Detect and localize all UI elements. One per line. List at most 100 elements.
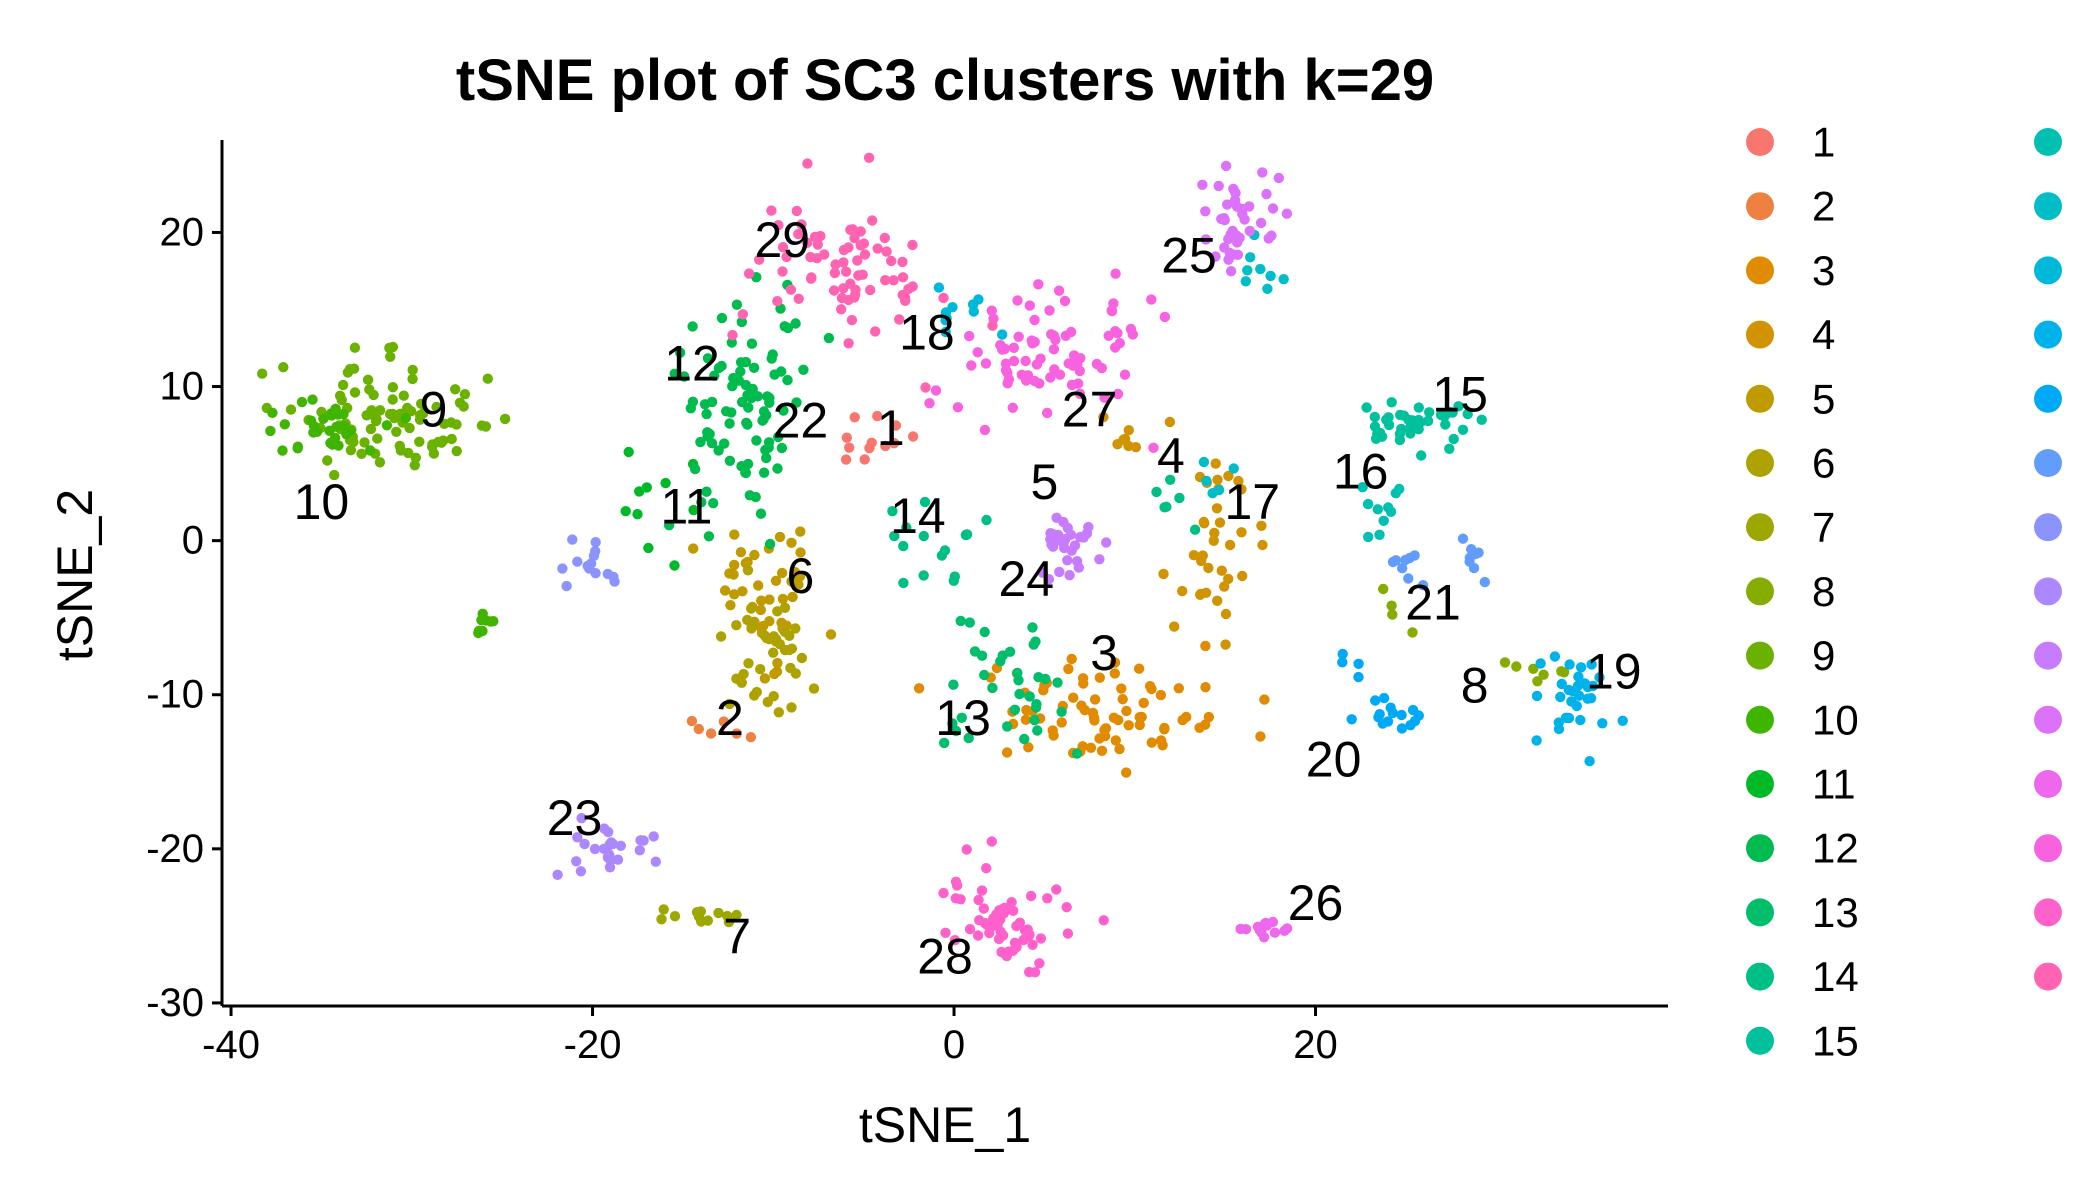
data-point (1560, 712, 1572, 723)
data-point (1220, 639, 1231, 650)
data-point (754, 254, 765, 265)
x-axis-ticks: -40 -20 0 20 (202, 1006, 1338, 1067)
data-point (919, 496, 931, 508)
data-point (1405, 720, 1416, 731)
data-point (777, 266, 788, 277)
data-point (1210, 251, 1221, 262)
data-point (742, 614, 753, 626)
data-point (706, 396, 718, 408)
legend-item-1: 1 (1746, 119, 1835, 166)
data-point (1003, 374, 1015, 385)
data-point (1177, 585, 1188, 597)
data-point (968, 306, 979, 317)
data-point (1395, 409, 1406, 421)
data-point (740, 467, 751, 478)
data-point (897, 272, 909, 283)
legend-label: 6 (1812, 440, 1835, 487)
data-point (603, 848, 614, 859)
data-point (812, 239, 823, 250)
data-point (795, 547, 806, 558)
data-point (1538, 669, 1549, 680)
data-point (1096, 745, 1108, 756)
data-point (724, 418, 735, 429)
data-point (1413, 402, 1425, 413)
legend-swatch (1746, 577, 1774, 606)
data-point (634, 845, 645, 856)
cluster-label-8: 8 (1461, 658, 1489, 714)
legend-swatch (2034, 577, 2062, 606)
data-point (1535, 658, 1546, 669)
data-point (696, 497, 707, 508)
data-point (786, 576, 797, 587)
data-point (855, 226, 866, 237)
data-point (899, 292, 911, 303)
data-point (1470, 548, 1481, 560)
data-point (791, 205, 802, 217)
data-point (1273, 172, 1285, 184)
legend-item-25: 25 (2034, 705, 2062, 734)
legend-swatch (2034, 513, 2062, 542)
data-point (1071, 748, 1083, 759)
data-point (348, 363, 360, 374)
data-point (571, 856, 582, 867)
data-point (1396, 423, 1407, 435)
legend-label: 12 (1812, 825, 1859, 872)
data-point (772, 657, 783, 669)
data-point (705, 728, 717, 739)
data-point (579, 838, 590, 850)
data-point (1014, 688, 1025, 700)
legend-label: 10 (1812, 696, 1859, 743)
legend-item-6: 6 (1746, 440, 1835, 487)
series-8 (1378, 583, 1570, 687)
series-27 (924, 268, 1171, 453)
data-point (1035, 933, 1047, 944)
data-point (798, 364, 809, 375)
data-point (901, 522, 912, 533)
chart-title: tSNE plot of SC3 clusters with k=29 (456, 48, 1434, 113)
data-point (1237, 570, 1248, 582)
data-point (1224, 539, 1236, 551)
data-point (898, 577, 909, 589)
data-point (1101, 537, 1112, 548)
data-point (727, 381, 738, 392)
series-9 (257, 341, 511, 481)
cluster-label-29: 29 (754, 212, 810, 268)
data-point (606, 837, 617, 848)
data-point (755, 508, 767, 519)
data-point (992, 910, 1004, 921)
legend-item-19: 19 (2034, 320, 2062, 349)
data-point (638, 835, 649, 846)
cluster-label-3: 3 (1090, 625, 1118, 681)
data-point (767, 349, 778, 360)
data-point (1213, 180, 1224, 192)
data-point (1374, 529, 1385, 540)
data-point (1196, 555, 1207, 567)
data-point (1013, 675, 1024, 686)
data-point (1385, 702, 1396, 713)
data-point (1257, 167, 1268, 178)
data-point (736, 677, 747, 688)
data-point (1052, 529, 1064, 541)
legend-item-18: 18 (2034, 256, 2062, 285)
data-point (1063, 358, 1075, 369)
data-point (1061, 902, 1072, 913)
data-point (1033, 279, 1044, 290)
series-15 (1361, 397, 1487, 461)
data-point (731, 620, 742, 631)
data-point (802, 237, 813, 248)
data-point (709, 370, 720, 381)
data-point (695, 436, 706, 448)
data-point (1223, 233, 1234, 245)
data-point (669, 368, 680, 379)
data-point (1173, 683, 1185, 694)
data-point (663, 520, 675, 531)
data-point (830, 259, 841, 270)
y-tick-label: 10 (160, 365, 205, 409)
series-14 (887, 474, 1201, 589)
data-point (846, 314, 858, 326)
data-point (385, 351, 396, 362)
data-point (756, 595, 767, 606)
data-point (1198, 516, 1210, 528)
data-point (693, 911, 705, 922)
